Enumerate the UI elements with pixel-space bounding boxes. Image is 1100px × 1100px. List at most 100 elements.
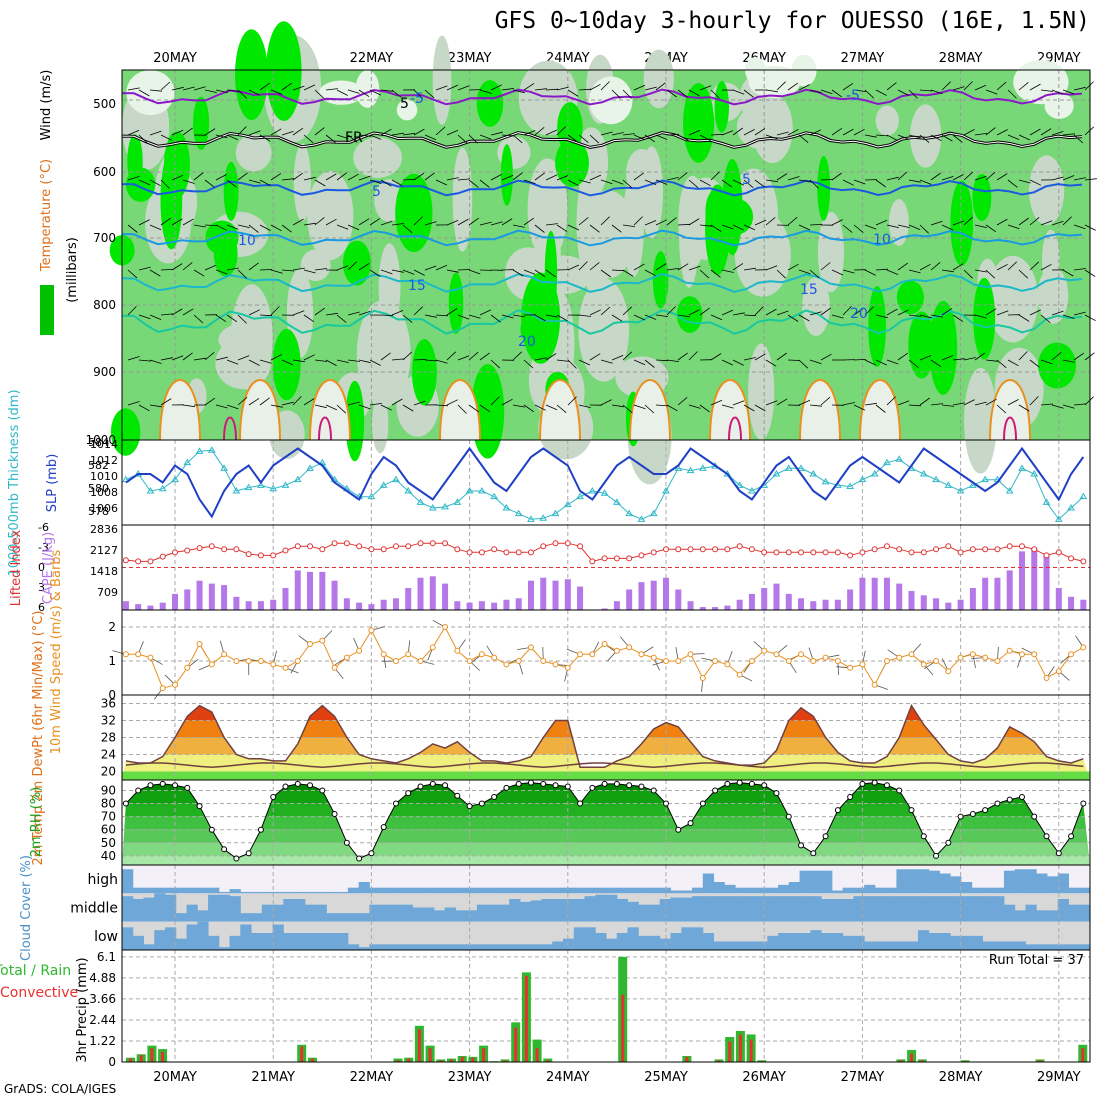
wind-speed-line-point (982, 654, 989, 661)
wind-barb (303, 84, 316, 91)
wind-barb (193, 86, 206, 91)
cloud-bar-middle (735, 896, 747, 922)
wind-barb (380, 269, 393, 275)
wind-barb (545, 404, 558, 411)
wind-barb (809, 404, 822, 407)
wind-barb (996, 310, 1009, 316)
cloud-bar-low (519, 944, 532, 950)
wind-barb (688, 309, 700, 316)
wind-barb (908, 224, 921, 230)
cloud-bar-low (767, 935, 779, 950)
li-line-point (319, 546, 326, 553)
wind-barb (655, 404, 669, 407)
cloud-bar-middle (487, 904, 499, 922)
contour-label: 5 (400, 96, 409, 112)
thickness-line-point (465, 487, 474, 494)
cape-bar (172, 593, 178, 610)
wind-barb (721, 404, 734, 409)
wind-barb (578, 88, 592, 91)
wind-barb (1007, 134, 1020, 140)
cloud-bar-high (971, 887, 983, 894)
rh-line-point (515, 780, 522, 787)
cloud-bar-low (681, 927, 693, 950)
wind-speed-line-point (626, 644, 633, 651)
wind-barb (380, 220, 393, 226)
cloud-bar-low (939, 933, 951, 950)
cloud-bar-low (788, 933, 801, 950)
wind-barb (127, 269, 138, 279)
cloud-bar-high (240, 891, 252, 894)
wind-speed-line-point (933, 658, 940, 664)
wind-barb (325, 134, 336, 143)
cloud-bar-middle (842, 899, 854, 922)
wind-barb (732, 89, 745, 95)
wind-barb (160, 217, 172, 226)
wind-barb (182, 404, 195, 408)
isotherm-15 (121, 273, 1083, 293)
cloud-bar-low (390, 944, 403, 950)
li-line-point (810, 549, 817, 556)
wind-barb (358, 359, 371, 364)
cloud-bar-low (541, 944, 553, 950)
cape-bar (810, 601, 817, 610)
cloud-bar-low (304, 933, 317, 950)
cloud-bar-middle (939, 896, 951, 922)
rh-line-point (736, 779, 743, 786)
wind-barb (215, 356, 228, 361)
wind-axis-label: 10m Wind Speed (m/s) & Barbs (49, 549, 64, 754)
wind-barb (985, 89, 998, 95)
wind-barb (413, 128, 425, 136)
wind-speed-line-point (736, 671, 743, 678)
cloud-bar-high (767, 887, 779, 894)
wind-barb (1040, 359, 1053, 365)
wind-barb (776, 269, 786, 279)
wind-barb (820, 89, 833, 95)
wind-barb (677, 172, 688, 181)
rh-legend-swatch (40, 285, 54, 335)
wind-barb (600, 216, 610, 226)
wind-barb (908, 269, 921, 274)
wind-barb (1084, 396, 1094, 406)
wind-barb (468, 404, 480, 413)
wind-barb (633, 263, 645, 271)
li-line-point (626, 555, 633, 562)
rh-line-point (466, 803, 473, 810)
thickness-line-point (551, 509, 560, 517)
wind-barb (237, 355, 250, 361)
cloud-bar-low (842, 935, 854, 950)
wind-speed-line-point (785, 658, 792, 664)
li-line-point (1068, 555, 1075, 562)
wind-barb (743, 129, 755, 136)
wind-barb (919, 134, 930, 144)
wind-barb (127, 356, 140, 361)
cloud-bar-low (745, 941, 758, 950)
wind-barb (391, 89, 402, 98)
cloud-bar-high (132, 887, 145, 894)
wind-barb (765, 359, 777, 367)
cloud-bar-low (175, 938, 188, 950)
cape-bar (626, 589, 633, 610)
cloud-bar-middle (519, 901, 532, 922)
wind-barb (270, 173, 282, 181)
cloud-bar-low (272, 924, 284, 950)
wind-barb (369, 359, 381, 366)
cloud-bar-high (616, 887, 629, 894)
y-tick: 0 (108, 688, 116, 702)
wind-barb (435, 404, 449, 407)
thickness-line-point (502, 504, 511, 511)
cape-bar (466, 602, 473, 610)
wind-barb (743, 224, 756, 231)
wind-barb (512, 224, 525, 228)
thickness-line-point (625, 509, 634, 517)
wind-barb (897, 262, 909, 271)
wind-barb (512, 314, 525, 318)
wind-barb (523, 83, 535, 91)
wind-barb (435, 179, 448, 186)
wind-barb (160, 134, 172, 141)
cloud-bar-low (412, 944, 424, 950)
cloud-bar-middle (584, 896, 596, 922)
thickness-line-point (416, 498, 425, 505)
wind-barb (919, 224, 929, 234)
rh-band (122, 803, 1090, 817)
thickness-line-point (784, 464, 793, 471)
